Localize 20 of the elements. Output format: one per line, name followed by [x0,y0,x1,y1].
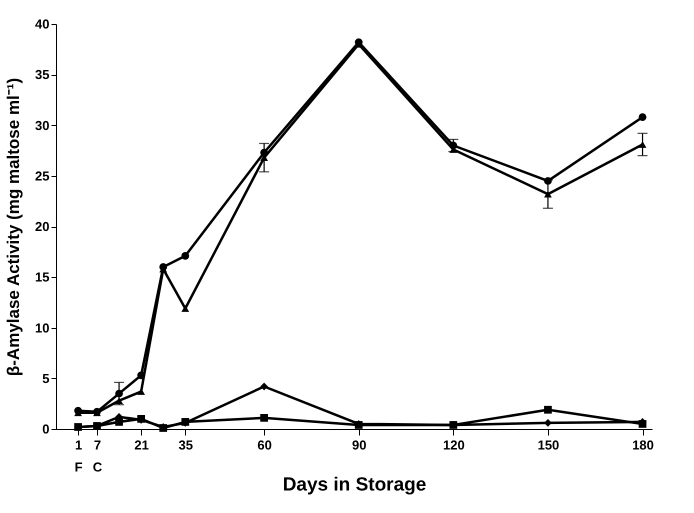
x-tick-label: 60 [257,438,272,452]
y-tick-label: 10 [35,320,50,336]
x-tick-label: 150 [538,438,560,452]
x-tick-label: 1 F [74,438,83,474]
y-tick-label: 5 [42,370,50,386]
y-tick-label: 0 [42,422,50,436]
x-axis-title: Days in Storage [282,474,426,496]
x-tick-label: 90 [352,438,366,452]
y-tick-label: 30 [35,118,50,133]
x-tick-label: 21 [134,438,149,452]
y-tick-label: 40 [35,16,50,32]
y-tick-label: 15 [35,270,50,285]
x-tick-label: 180 [632,438,654,452]
x-tick-label: 7 C [92,438,103,474]
y-tick-label: 20 [35,219,50,234]
x-tick-label: 35 [178,438,194,452]
y-tick-label: 35 [35,67,50,82]
x-tick-label: 120 [442,438,465,452]
y-axis-title: β-Amylase Activity (mg maltose ml⁻¹) [4,78,24,376]
y-tick-label: 25 [35,168,50,184]
